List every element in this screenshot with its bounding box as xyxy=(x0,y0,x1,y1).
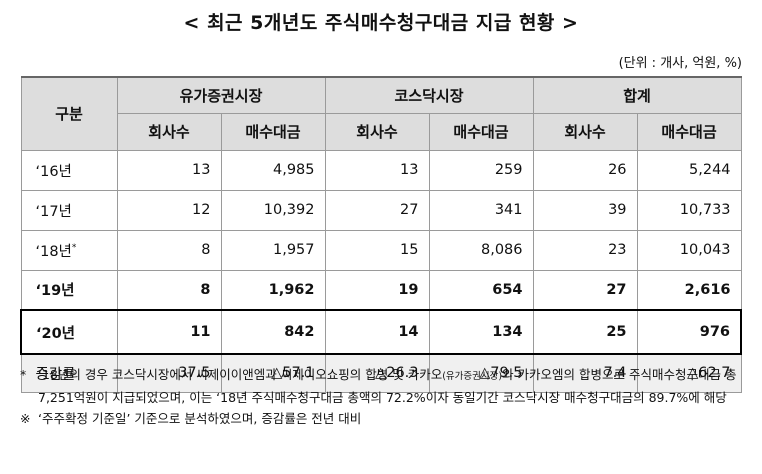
table-cell: 15 xyxy=(324,229,430,271)
payment-table: 구분 유가증권시장 코스닥시장 합계 회사수 매수대금 회사수 매수대금 회사수… xyxy=(20,76,743,393)
table-cell: 27 xyxy=(532,269,638,311)
subheader-amount: 매수대금 xyxy=(220,112,326,151)
table-cell: 23 xyxy=(532,229,638,271)
subheader-company-count: 회사수 xyxy=(116,112,222,151)
footnotes: * ‘18년의 경우 코스닥시장에서 씨제이이앤엠과 씨제이오쇼핑의 합병 및 카… xyxy=(20,364,742,429)
footnote-text: ‘18년의 경우 코스닥시장에서 씨제이이앤엠과 씨제이오쇼핑의 합병 및 카카… xyxy=(38,367,443,382)
row-label: ‘16년 xyxy=(20,149,118,191)
footnote-symbol: * xyxy=(20,367,27,382)
table-cell: 26 xyxy=(532,149,638,191)
table-cell: 4,985 xyxy=(220,149,326,191)
row-label: ‘20년 xyxy=(20,309,118,355)
table-cell: 5,244 xyxy=(636,149,742,191)
table-cell: 10,733 xyxy=(636,189,742,231)
header-group-kospi: 유가증권시장 xyxy=(116,76,326,114)
page-title: < 최근 5개년도 주식매수청구대금 지급 현황 > xyxy=(183,12,579,34)
table-row: ‘16년 13 4,985 13 259 26 5,244 xyxy=(20,149,742,191)
table-cell: 654 xyxy=(428,269,534,311)
table-cell: 8,086 xyxy=(428,229,534,271)
table-cell: 14 xyxy=(324,309,430,355)
table-row-rate: 증감률 37.5 △57.1 △26.3 △79.5 7.4 △62.7 xyxy=(20,353,742,393)
table-cell: 341 xyxy=(428,189,534,231)
row-label: 증감률 xyxy=(20,353,118,393)
table-row: ‘17년 12 10,392 27 341 39 10,733 xyxy=(20,189,742,231)
table-cell: △79.5 xyxy=(428,353,534,393)
table-cell: 1,957 xyxy=(220,229,326,271)
table-cell: 39 xyxy=(532,189,638,231)
table-cell: 842 xyxy=(220,309,326,355)
table-row-highlighted: ‘20년 11 842 14 134 25 976 xyxy=(20,309,743,355)
table-cell: 25 xyxy=(532,309,638,355)
table-cell: 10,043 xyxy=(636,229,742,271)
table-cell: 1,962 xyxy=(220,269,326,311)
table-cell: 7.4 xyxy=(532,353,638,393)
subheader-amount: 매수대금 xyxy=(636,112,742,151)
row-label: ‘17년 xyxy=(20,189,118,231)
unit-label: (단위 : 개사, 억원, %) xyxy=(618,56,742,71)
table-cell: 27 xyxy=(324,189,430,231)
footnote-text: ‘주주확정 기준일’ 기준으로 분석하였으며, 증감률은 전년 대비 xyxy=(38,411,362,426)
table-row: ‘18년* 8 1,957 15 8,086 23 10,043 xyxy=(20,229,742,271)
table-cell: 2,616 xyxy=(636,269,742,311)
footnote-symbol: ※ xyxy=(20,411,31,426)
subheader-company-count: 회사수 xyxy=(532,112,638,151)
table-cell: 13 xyxy=(324,149,430,191)
table-cell: 13 xyxy=(116,149,222,191)
table-cell: △57.1 xyxy=(220,353,326,393)
footnote-marker: * xyxy=(71,242,77,253)
header-group-total: 합계 xyxy=(532,76,742,114)
table-cell: 976 xyxy=(636,309,743,355)
table-cell: △26.3 xyxy=(324,353,430,393)
table-cell: 12 xyxy=(116,189,222,231)
footnote-text: 와 카카오엠의 합병으로 주식매수청구대금 총 7,251억원이 지급되었으며,… xyxy=(38,367,737,405)
table-cell: 134 xyxy=(428,309,534,355)
footnote-small-text: (유가증권시장) xyxy=(442,371,503,382)
table-cell: 19 xyxy=(324,269,430,311)
table-cell: 10,392 xyxy=(220,189,326,231)
table-cell: △62.7 xyxy=(636,353,742,393)
table-cell: 11 xyxy=(116,309,222,355)
subheader-amount: 매수대금 xyxy=(428,112,534,151)
row-label: ‘18년* xyxy=(20,229,118,271)
table-cell: 8 xyxy=(116,269,222,311)
table-cell: 8 xyxy=(116,229,222,271)
table-cell: 259 xyxy=(428,149,534,191)
header-category: 구분 xyxy=(20,76,118,151)
table-row: ‘19년 8 1,962 19 654 27 2,616 xyxy=(20,269,742,311)
header-group-kosdaq: 코스닥시장 xyxy=(324,76,534,114)
footnote-1: * ‘18년의 경우 코스닥시장에서 씨제이이앤엠과 씨제이오쇼핑의 합병 및 카… xyxy=(20,364,742,408)
subheader-company-count: 회사수 xyxy=(324,112,430,151)
row-label: ‘19년 xyxy=(20,269,118,311)
footnote-2: ※ ‘주주확정 기준일’ 기준으로 분석하였으며, 증감률은 전년 대비 xyxy=(20,408,742,429)
